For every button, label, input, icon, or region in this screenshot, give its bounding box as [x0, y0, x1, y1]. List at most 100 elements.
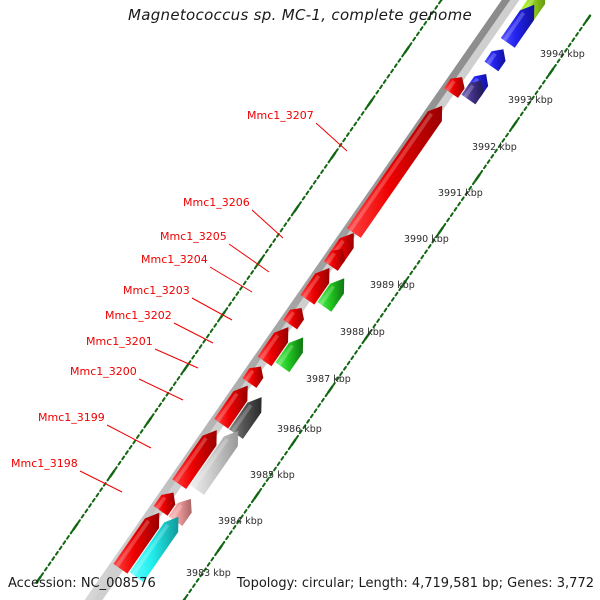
feature-green-1[interactable]	[317, 278, 345, 312]
feature-red-6[interactable]	[113, 512, 160, 574]
tick-mark	[427, 15, 431, 21]
feature-blue-2[interactable]	[484, 49, 506, 72]
tick-mark	[383, 307, 388, 313]
feature-red-4[interactable]	[214, 385, 248, 429]
tick-mark	[505, 132, 509, 138]
tick-mark	[62, 540, 67, 545]
feature-highlight	[192, 437, 229, 489]
tick-mark	[368, 328, 373, 334]
tick-mark	[497, 143, 502, 149]
tick-mark	[35, 575, 42, 584]
gene-label-mmc1_3204[interactable]: Mmc1_3204	[141, 253, 208, 266]
feature-darkgray[interactable]	[228, 397, 262, 439]
tick-mark	[372, 323, 377, 329]
tick-mark	[258, 487, 263, 493]
feature-red-small-1[interactable]	[444, 77, 465, 98]
tick-mark	[449, 212, 454, 217]
feature-red-3[interactable]	[257, 327, 289, 367]
feature-highlight	[445, 80, 456, 92]
feature-red-small-5[interactable]	[153, 492, 176, 516]
gene-leader-line	[315, 122, 348, 152]
tick-mark	[501, 138, 506, 143]
feature-track-outer[interactable]	[129, 0, 546, 582]
tick-mark	[490, 154, 495, 159]
tick-mark	[523, 106, 528, 111]
accession-label: Accession: NC_008576	[8, 576, 156, 591]
tick-mark	[184, 593, 189, 599]
tick-mark	[534, 90, 539, 96]
tick-mark	[320, 169, 325, 174]
tick-mark	[124, 450, 129, 455]
tick-mark	[545, 74, 550, 80]
tick-mark	[354, 350, 358, 355]
tick-mark	[217, 317, 221, 323]
gene-label-mmc1_3203[interactable]: Mmc1_3203	[123, 284, 190, 297]
gene-label-mmc1_3200[interactable]: Mmc1_3200	[70, 365, 137, 378]
gene-label-mmc1_3205[interactable]: Mmc1_3205	[160, 230, 227, 243]
feature-lightgray[interactable]	[190, 430, 239, 495]
tick-mark	[158, 402, 162, 408]
tick-mark	[302, 424, 307, 429]
axis-tick-label: 3991 kbp	[438, 188, 483, 199]
tick-mark	[424, 249, 428, 255]
tick-mark	[272, 238, 277, 243]
tick-mark	[247, 503, 252, 509]
gene-label-mmc1_3199[interactable]: Mmc1_3199	[38, 411, 105, 424]
gene-leader-line	[209, 266, 253, 293]
feature-highlight	[502, 11, 526, 42]
gene-label-mmc1_3206[interactable]: Mmc1_3206	[183, 196, 250, 209]
tick-mark	[235, 291, 240, 296]
feature-highlight	[325, 252, 336, 265]
tick-mark	[357, 344, 362, 350]
tick-mark	[214, 551, 218, 557]
tick-mark	[161, 397, 166, 402]
feature-purple[interactable]	[461, 80, 484, 105]
feature-red-5[interactable]	[172, 430, 217, 490]
tick-mark	[253, 264, 258, 270]
axis-tick-label: 3990 kbp	[404, 234, 449, 245]
tick-mark	[287, 445, 292, 451]
tick-mark	[231, 296, 236, 302]
axis-tick-label: 3994 kbp	[540, 49, 585, 60]
feature-blue-1[interactable]	[500, 4, 535, 48]
tick-mark	[437, 226, 444, 235]
tick-mark	[195, 578, 200, 583]
feature-highlight	[216, 392, 239, 423]
tick-mark	[113, 466, 118, 471]
tick-mark	[224, 307, 229, 312]
tick-mark	[457, 201, 462, 207]
gene-label-mmc1_3198[interactable]: Mmc1_3198	[11, 457, 78, 470]
gene-label-mmc1_3207[interactable]: Mmc1_3207	[247, 109, 314, 122]
tick-mark	[77, 519, 81, 524]
axis-tick-label: 3988 kbp	[340, 327, 385, 338]
feature-red-small-4[interactable]	[242, 366, 264, 388]
tick-mark	[239, 514, 244, 520]
tick-mark	[360, 111, 365, 116]
tick-mark	[401, 52, 406, 58]
tick-mark	[386, 73, 391, 79]
tick-mark	[206, 562, 211, 567]
tick-mark	[339, 371, 344, 376]
feature-red-2[interactable]	[300, 267, 330, 305]
feature-red-small-3[interactable]	[283, 308, 304, 330]
tick-mark	[413, 265, 417, 270]
tick-mark	[264, 248, 269, 254]
feature-cyan[interactable]	[129, 516, 179, 582]
tick-mark	[250, 270, 255, 275]
feature-green-2[interactable]	[275, 337, 304, 373]
gene-label-group[interactable]: Mmc1_3207 Mmc1_3206 Mmc1_3205 Mmc1_3204 Mmc1…	[11, 109, 348, 493]
gene-label-mmc1_3202[interactable]: Mmc1_3202	[105, 309, 172, 322]
feature-red-long[interactable]	[346, 105, 443, 238]
tick-mark	[176, 376, 181, 381]
tick-mark	[47, 561, 52, 567]
gene-label-mmc1_3201[interactable]: Mmc1_3201	[86, 335, 153, 348]
tick-mark	[265, 477, 270, 482]
feature-red-small-2[interactable]	[323, 248, 345, 271]
tick-mark	[106, 476, 111, 482]
axis-tick-label: 3985 kbp	[250, 470, 295, 481]
tick-mark	[228, 530, 233, 535]
tick-mark	[494, 148, 498, 154]
feature-track-inner[interactable]	[113, 77, 465, 574]
tick-mark	[182, 363, 190, 372]
